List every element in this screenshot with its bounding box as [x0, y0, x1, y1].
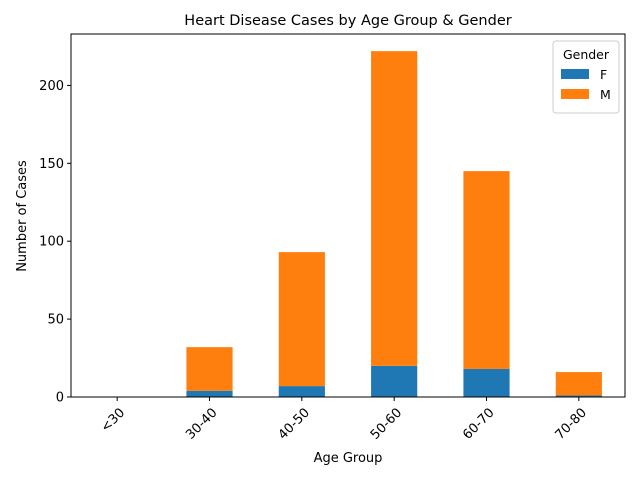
- bar-f-7080: [555, 395, 602, 397]
- x-tick-label-2: 40-50: [276, 405, 313, 442]
- x-axis-label: Age Group: [314, 451, 383, 466]
- bar-f-5060: [371, 365, 418, 397]
- y-tick-label-50: 50: [47, 313, 64, 328]
- x-tick-label-4: 60-70: [460, 405, 497, 442]
- bar-m-3040: [186, 347, 233, 391]
- y-tick-label-100: 100: [39, 235, 64, 250]
- x-tick-label-1: 30-40: [183, 405, 220, 442]
- legend-title: Gender: [563, 47, 610, 62]
- y-tick-label-200: 200: [39, 79, 64, 94]
- plot-frame: [70, 33, 626, 398]
- y-axis-label: Number of Cases: [15, 160, 30, 272]
- bar-m-4050: [278, 252, 325, 387]
- chart-title: Heart Disease Cases by Age Group & Gende…: [184, 13, 511, 29]
- x-axis: <30 30-40 40-50 50-60 60-70 70-80: [98, 397, 590, 443]
- bar-f-3040: [186, 390, 233, 397]
- legend-label-m: M: [600, 87, 611, 102]
- y-tick-label-150: 150: [39, 157, 64, 172]
- bar-f-6070: [463, 368, 510, 397]
- legend: Gender F M: [552, 40, 620, 114]
- x-tick-label-5: 70-80: [553, 405, 590, 442]
- bar-f-4050: [278, 386, 325, 397]
- legend-label-f: F: [600, 67, 607, 82]
- bar-m-5060: [371, 51, 418, 366]
- x-tick-label-3: 50-60: [368, 405, 405, 442]
- legend-swatch-f: [561, 69, 589, 79]
- y-tick-label-0: 0: [56, 391, 64, 406]
- bar-m-6070: [463, 171, 510, 369]
- x-tick-label-0: <30: [98, 405, 128, 435]
- legend-swatch-m: [561, 89, 589, 99]
- bars-group: [186, 51, 602, 397]
- y-axis: 0 50 100 150 200: [39, 79, 71, 406]
- bar-m-7080: [555, 372, 602, 396]
